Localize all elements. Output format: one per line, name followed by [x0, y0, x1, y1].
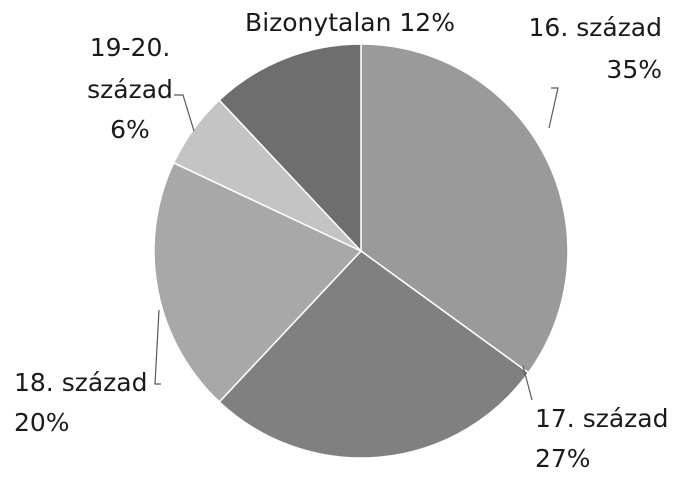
slice-percent-3: 20%	[14, 408, 70, 437]
slice-label-2: 17. század	[535, 404, 668, 433]
leader-line-1	[548, 87, 559, 129]
pie-slice-5	[218, 43, 362, 253]
slice-percent-1: 35%	[606, 55, 662, 84]
slice-label-4-line2: század	[87, 75, 173, 104]
pie-slice-1	[360, 43, 569, 374]
pie-slice-2	[218, 250, 530, 459]
slice-label-1: 16. század	[529, 13, 662, 42]
leader-line-4	[174, 94, 195, 132]
slice-labels: 16. század 35% 17. század 27% 18. század 20% 1…	[14, 8, 668, 473]
leader-lines	[154, 87, 559, 401]
slice-label-3: 18. század	[14, 368, 147, 397]
slice-percent-2: 27%	[535, 444, 591, 473]
pie-slice-3	[153, 161, 363, 403]
pie-slices	[153, 43, 569, 459]
slice-label-4-line1: 19-20.	[90, 33, 171, 62]
leader-line-2	[522, 365, 533, 401]
slice-percent-4: 6%	[110, 115, 150, 144]
leader-line-3	[154, 309, 161, 385]
slice-label-5: Bizonytalan 12%	[245, 8, 455, 37]
